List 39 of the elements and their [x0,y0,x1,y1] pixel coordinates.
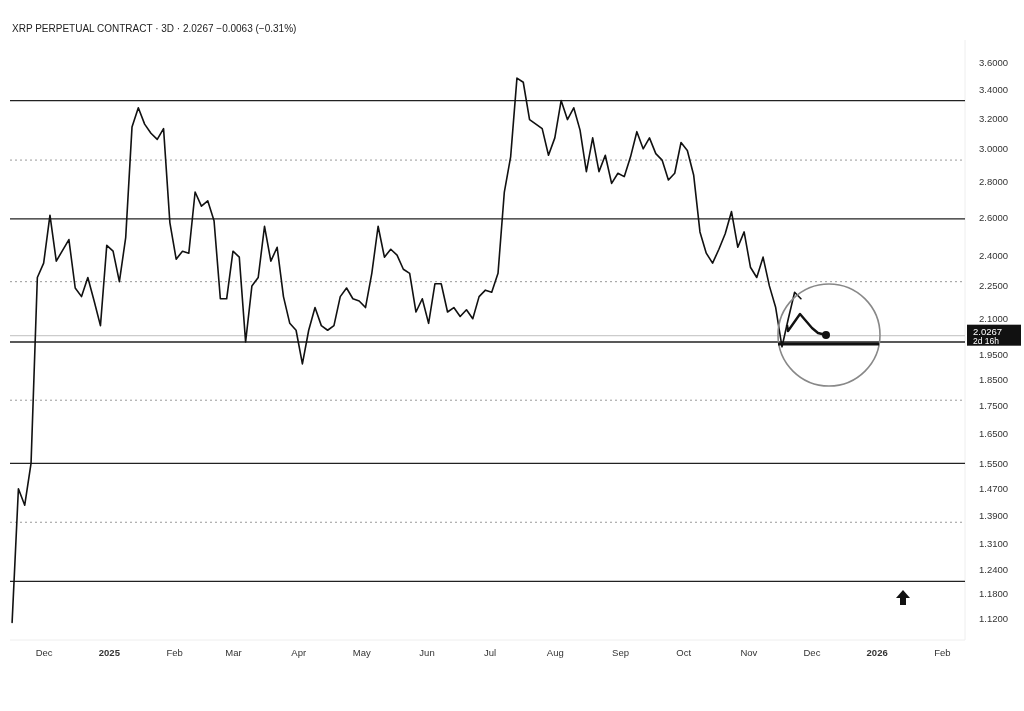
x-tick-label: Mar [225,646,242,658]
x-tick-label: Feb [166,646,183,658]
y-tick-label: 1.1200 [979,612,1009,624]
x-tick-label: Dec [35,646,53,658]
x-tick-label: Jul [484,646,497,658]
x-tick-label: Aug [546,646,564,658]
x-tick-label: Apr [291,646,307,658]
y-tick-label: 1.7500 [979,400,1009,412]
text: 2d 16h [973,335,1000,346]
y-tick-label: 1.5500 [979,457,1009,469]
y-tick-label: 1.8500 [979,373,1009,385]
x-tick-label: Jun [419,646,435,658]
ref-line-label: 2.0267 [973,325,1003,337]
y-tick-label: 1.3900 [979,509,1009,521]
x-tick-label: Dec [803,646,821,658]
x-tick-label: Oct [676,646,692,658]
y-tick-label: 1.4700 [979,483,1009,495]
x-tick-label: May [352,646,372,658]
y-tick-label: 1.9500 [979,348,1009,360]
y-tick-label: 2.2500 [979,280,1009,292]
y-tick-label: 2.1000 [979,313,1009,325]
y-tick-label: 2.8000 [979,176,1009,188]
y-tick-label: 3.4000 [979,83,1009,95]
y-tick-label: 1.2400 [979,564,1009,576]
x-tick-label: Sep [612,646,629,658]
x-tick-label: Feb [934,646,951,658]
y-tick-label: 3.2000 [979,112,1009,124]
y-tick-label: 1.3100 [979,538,1009,550]
y-tick-label: 1.1800 [979,587,1009,599]
y-tick-label: 3.6000 [979,56,1009,68]
y-tick-label: 3.0000 [979,143,1009,155]
chart-title: XRP PERPETUAL CONTRACT · 3D · 2.0267 −0.0063 (−0.31%) [12,23,297,34]
y-tick-label: 2.6000 [979,211,1009,223]
line-series [11,77,802,624]
y-tick-label: 2.4000 [979,249,1009,261]
y-tick-label: 1.6500 [979,428,1009,440]
x-tick-label: Nov [740,646,758,658]
x-tick-label: 2025 [98,646,121,658]
x-tick-label: 2026 [866,646,888,658]
